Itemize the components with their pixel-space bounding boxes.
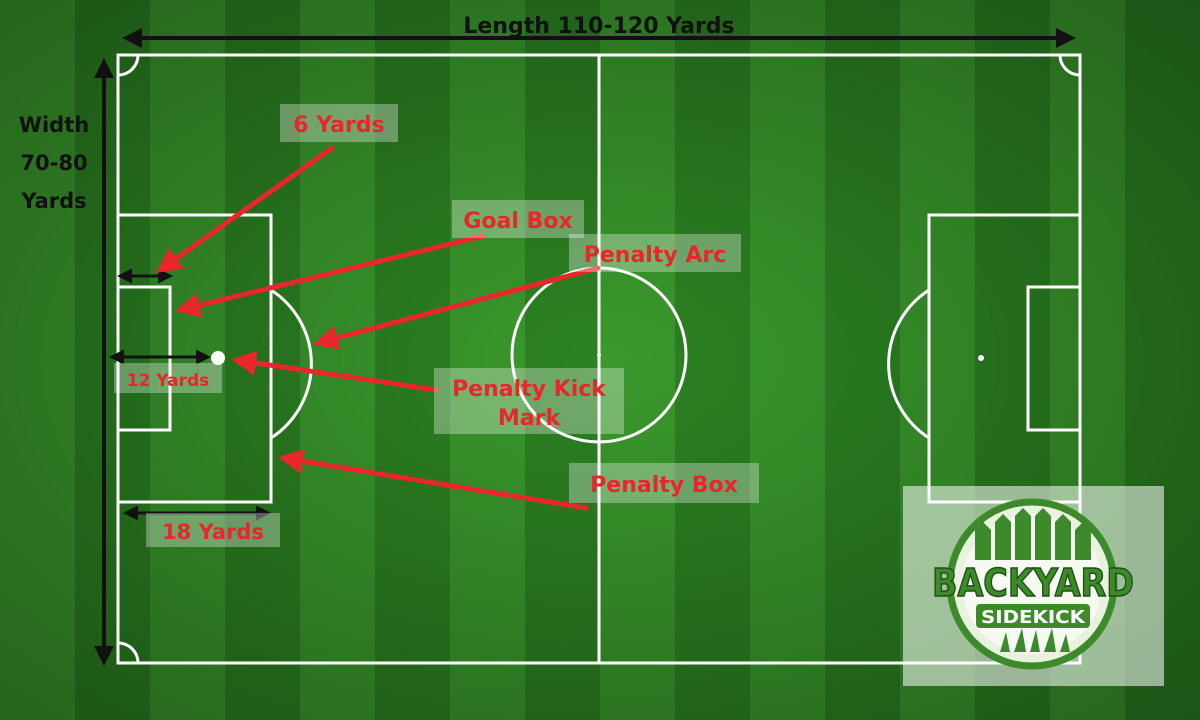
logo-top-text: BACKYARD bbox=[932, 561, 1134, 605]
goal-box-label: Goal Box bbox=[463, 209, 572, 234]
left-penalty-arc bbox=[270, 288, 313, 440]
center-spot bbox=[597, 353, 601, 357]
penalty-kick-mark-right bbox=[978, 355, 984, 361]
penalty-kick-mark-label-line2: Mark bbox=[498, 406, 562, 431]
penalty-kick-mark-label-line1: Penalty Kick bbox=[452, 377, 607, 402]
penalty-arc-panel bbox=[569, 234, 741, 272]
logo-bottom-text: SIDEKICK bbox=[981, 607, 1086, 628]
eighteen-yards-panel bbox=[146, 513, 280, 547]
penalty-box-label: Penalty Box bbox=[590, 473, 738, 498]
logo-banner bbox=[976, 604, 1090, 628]
right-penalty-arc bbox=[887, 288, 930, 440]
dimension-arrows bbox=[94, 28, 1076, 666]
goal-box-pointer bbox=[175, 233, 486, 318]
corner-arc-bl bbox=[117, 641, 140, 664]
eighteen-yards-label: 18 Yards bbox=[162, 520, 264, 544]
penalty-kick-mark-panel bbox=[434, 368, 624, 434]
six-yards-label: 6 Yards bbox=[293, 113, 384, 138]
penalty-arc-pointer bbox=[313, 265, 601, 350]
six-yards-pointer bbox=[155, 145, 335, 273]
width-label-line2: 70-80 bbox=[20, 151, 87, 175]
width-label-line1: Width bbox=[19, 113, 89, 137]
backyard-sidekick-logo: BACKYARD SIDEKICK bbox=[903, 486, 1164, 686]
corner-arc-tl bbox=[117, 54, 140, 77]
right-goal-box bbox=[1026, 285, 1082, 432]
grass-icon bbox=[1000, 628, 1070, 652]
penalty-box-pointer bbox=[278, 448, 589, 511]
six-yards-panel bbox=[280, 104, 398, 142]
corner-arc-tr bbox=[1058, 54, 1081, 77]
fence-icon bbox=[975, 508, 1091, 560]
width-label-line3: Yards bbox=[20, 189, 86, 213]
penalty-kick-mark-pointer bbox=[231, 350, 439, 393]
twelve-yards-panel bbox=[114, 363, 222, 393]
penalty-kick-mark-left bbox=[211, 351, 225, 365]
label-panels bbox=[114, 104, 759, 547]
length-label: Length 110-120 Yards bbox=[463, 14, 734, 39]
twelve-yards-label: 12 Yards bbox=[127, 371, 209, 391]
callout-arrows bbox=[155, 145, 601, 511]
goal-box-panel bbox=[452, 200, 584, 238]
penalty-box-panel bbox=[569, 463, 759, 503]
penalty-arc-label: Penalty Arc bbox=[584, 243, 727, 268]
